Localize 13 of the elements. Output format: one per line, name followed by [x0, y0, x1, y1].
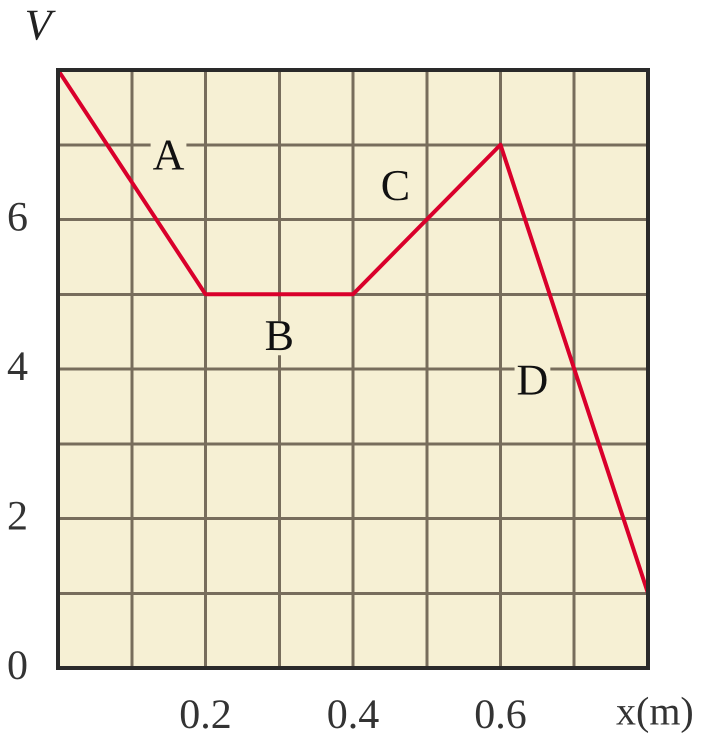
y-axis-title: V [24, 0, 57, 50]
y-tick-label: 6 [7, 194, 28, 241]
y-tick-label: 0 [7, 643, 28, 690]
annotation: D [516, 355, 548, 404]
annotation: C [380, 161, 410, 210]
y-tick-label: 4 [7, 344, 28, 390]
annotation: B [264, 310, 294, 360]
annotation: A [152, 130, 185, 180]
y-tick-label: 2 [7, 494, 28, 540]
x-tick-label: 0.6 [474, 692, 527, 736]
x-tick-label: 0.2 [179, 692, 232, 736]
x-axis-title: x(m) [616, 688, 694, 734]
x-tick-label: 0.4 [326, 692, 380, 736]
